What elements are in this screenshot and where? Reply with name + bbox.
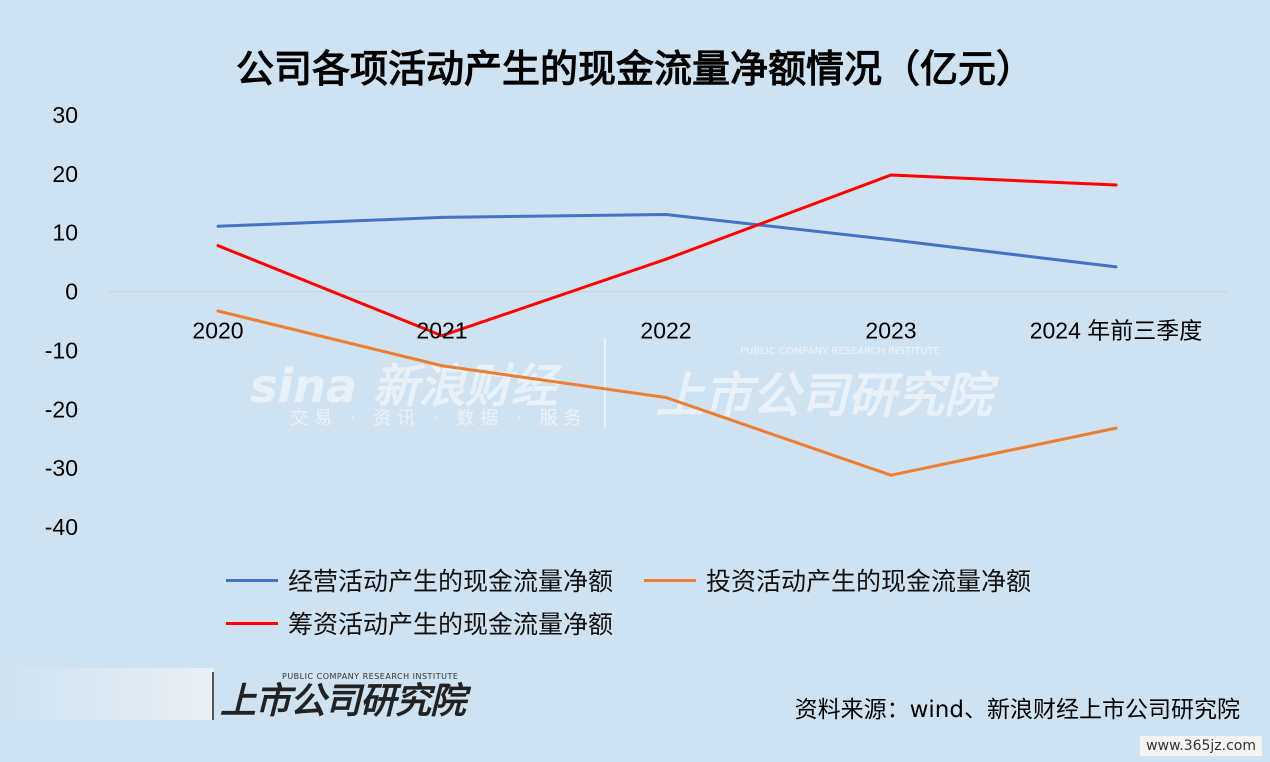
data-point	[889, 173, 893, 177]
legend-item-operating: 经营活动产生的现金流量净额	[226, 562, 613, 598]
data-point	[1114, 183, 1118, 187]
x-tick-label: 2023	[865, 318, 916, 344]
y-tick-label: 10	[52, 220, 78, 246]
data-point	[440, 364, 444, 368]
sina-watermark-sub: 交易 · 资讯 · 数据 · 服务	[290, 408, 588, 429]
y-tick-label: 0	[65, 279, 78, 305]
data-point	[889, 473, 893, 477]
watermark-divider	[604, 338, 606, 428]
legend-swatch-financing	[226, 621, 278, 625]
footer-logo: 上市公司研究院	[220, 681, 466, 722]
data-point	[216, 309, 220, 313]
data-point	[440, 215, 444, 219]
y-tick-label: 30	[52, 102, 78, 128]
chart-title: 公司各项活动产生的现金流量净额情况（亿元）	[235, 47, 1034, 91]
data-point	[216, 224, 220, 228]
legend-item-financing: 筹资活动产生的现金流量净额	[226, 605, 613, 641]
legend-swatch-investing	[644, 578, 696, 582]
label-layer: 30 20 10 0 -10 -20 -30 -40 2020 2021 2022 2023 2024 …	[45, 102, 1203, 540]
data-point	[664, 396, 668, 400]
footer-bar	[0, 668, 214, 720]
data-point	[889, 238, 893, 242]
legend-label-operating: 经营活动产生的现金流量净额	[288, 567, 614, 596]
data-point	[1114, 265, 1118, 269]
data-point	[664, 257, 668, 261]
data-point	[664, 212, 668, 216]
legend-label-financing: 筹资活动产生的现金流量净额	[288, 610, 614, 639]
footer-divider	[212, 672, 214, 720]
footer-logo-sub: PUBLIC COMPANY RESEARCH INSTITUTE	[282, 672, 459, 681]
data-point	[216, 244, 220, 248]
y-tick-label: -40	[45, 514, 78, 540]
y-tick-label: -10	[45, 337, 78, 363]
data-point	[440, 334, 444, 338]
site-watermark: www.365jz.com	[1140, 736, 1262, 756]
series-layer	[216, 173, 1118, 477]
y-tick-label: -30	[45, 455, 78, 481]
legend-swatch-operating	[226, 578, 278, 582]
legend-label-investing: 投资活动产生的现金流量净额	[706, 567, 1032, 596]
x-tick-label: 2024 年前三季度	[1030, 318, 1203, 345]
series-line-2	[217, 173, 1117, 338]
x-tick-label: 2022	[640, 318, 691, 344]
y-tick-label: 20	[52, 161, 78, 187]
source-note: 资料来源：wind、新浪财经上市公司研究院	[794, 697, 1240, 723]
x-tick-label: 2020	[192, 318, 243, 344]
institute-watermark-sub: PUBLIC COMPANY RESEARCH INSTITUTE	[740, 346, 940, 357]
y-tick-label: -20	[45, 396, 78, 422]
data-point	[1114, 426, 1118, 430]
legend-item-investing: 投资活动产生的现金流量净额	[644, 562, 1031, 598]
x-tick-label: 2021	[416, 318, 467, 344]
sina-watermark: sina 新浪财经	[250, 359, 557, 413]
